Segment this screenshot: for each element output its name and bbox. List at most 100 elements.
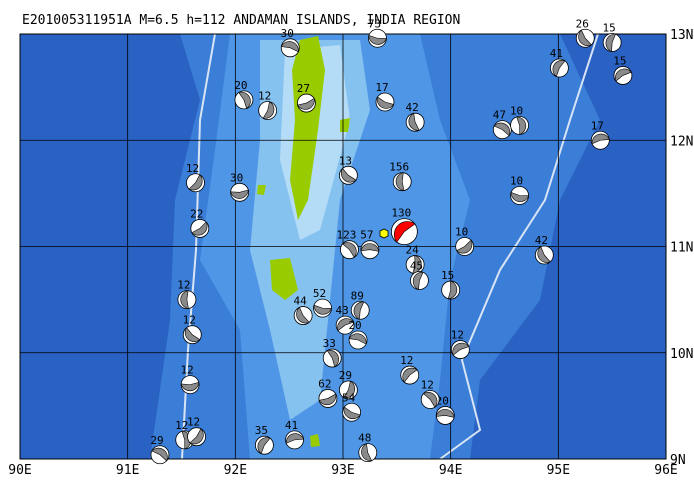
focal-mechanism <box>390 218 418 246</box>
focal-mechanism <box>285 430 304 450</box>
depth-label: 10 <box>455 226 468 239</box>
focal-mechanism <box>590 130 610 150</box>
depth-label: 15 <box>613 54 626 67</box>
focal-mechanism <box>182 325 202 345</box>
island <box>290 36 325 220</box>
focal-mechanism <box>318 389 338 408</box>
depth-label: 35 <box>255 424 268 437</box>
beachball-wedge <box>297 97 315 110</box>
events: 73 26 15 15 30 20 12 27 17 42 41 17 47 10 12 30 13 156 130… <box>150 17 633 465</box>
focal-mechanism <box>338 165 358 185</box>
depth-label: 123 <box>337 229 357 242</box>
beachball-wedge <box>313 304 332 315</box>
focal-mechanism <box>340 240 359 260</box>
focal-mechanism <box>392 172 412 192</box>
beachball-wedge <box>510 191 529 203</box>
beachball-wedge <box>395 172 405 191</box>
x-tick-label: 91E <box>116 463 139 478</box>
beachball-wedge <box>552 60 566 77</box>
depth-label: 73 <box>368 17 381 30</box>
focal-mechanism <box>441 280 461 300</box>
beachball-wedge <box>280 41 299 53</box>
focal-mechanism <box>313 298 332 318</box>
depth-label: 20 <box>348 319 361 332</box>
focal-mechanism <box>405 255 425 274</box>
focal-mechanism <box>492 120 512 140</box>
depth-label: 22 <box>190 207 203 220</box>
y-tick-label: 11N <box>670 241 693 256</box>
focal-mechanism <box>510 186 529 205</box>
depth-label: 130 <box>391 207 411 220</box>
depth-label: 41 <box>550 47 563 60</box>
beachball-wedge <box>151 447 168 462</box>
focal-mechanism <box>510 115 529 135</box>
depth-label: 47 <box>493 109 506 122</box>
depth-label: 10 <box>510 104 523 117</box>
x-tick-label: 96E <box>654 463 677 478</box>
beachball-wedge <box>408 112 420 131</box>
beachball-wedge <box>184 327 201 342</box>
beachball-wedge <box>340 167 357 183</box>
focal-mechanism <box>150 445 170 465</box>
focal-mechanism <box>350 300 370 320</box>
y-tick-label: 10N <box>670 347 693 362</box>
beachball-wedge <box>493 122 511 137</box>
depth-label: 12 <box>177 279 190 292</box>
beachball-wedge <box>342 242 357 258</box>
beachball-wedge <box>285 433 304 444</box>
depth-label: 33 <box>323 337 336 350</box>
depth-label: 12 <box>451 329 464 342</box>
beachball-wedge <box>348 333 367 345</box>
beachball-wedge <box>343 406 361 419</box>
depth-label: 17 <box>591 119 604 132</box>
focal-mechanism <box>602 33 622 52</box>
focal-mechanism <box>180 375 200 395</box>
beachball-wedge <box>296 306 310 324</box>
beachball-wedge <box>361 443 373 462</box>
focal-mechanism <box>360 240 380 260</box>
focal-mechanism <box>450 340 470 359</box>
depth-label: 30 <box>281 27 294 40</box>
depth-label: 62 <box>318 377 331 390</box>
depth-label: 12 <box>175 419 188 432</box>
focal-mechanism <box>410 271 429 290</box>
depth-label: 20 <box>234 79 247 92</box>
beachball-wedge <box>605 33 616 52</box>
beachball-wedge <box>393 221 416 243</box>
depth-label: 54 <box>342 391 356 404</box>
focal-mechanism <box>177 290 197 310</box>
island <box>310 434 320 447</box>
depth-label: 12 <box>183 314 196 327</box>
depth-label: 26 <box>576 17 589 30</box>
focal-mechanism <box>322 348 342 368</box>
beachball-wedge <box>422 392 438 408</box>
depth-label: 48 <box>358 432 371 445</box>
focal-mechanism <box>186 173 205 193</box>
beachball-wedge <box>591 133 610 145</box>
trench-line <box>439 34 599 459</box>
island <box>270 258 298 300</box>
focal-mechanism <box>575 28 595 48</box>
beachball-wedge <box>368 35 387 45</box>
beachball-wedge <box>578 29 592 46</box>
beachball-wedge <box>188 174 203 191</box>
depth-label: 12 <box>258 90 271 103</box>
depth-label: 57 <box>360 229 373 242</box>
beachball-wedge <box>262 101 275 119</box>
beachball-wedge <box>447 280 458 300</box>
beachball-wedge <box>189 428 204 445</box>
x-tick-label: 95E <box>547 463 570 478</box>
focal-mechanism <box>335 315 355 335</box>
focal-mechanism <box>534 245 554 265</box>
focal-mechanism <box>230 182 250 202</box>
beachball-wedge <box>180 290 189 309</box>
beachball-wedge <box>376 96 395 109</box>
x-tick-label: 92E <box>224 463 247 478</box>
beachball-wedge <box>318 393 337 406</box>
focal-mechanism <box>342 402 362 422</box>
beachball-wedge <box>257 437 271 455</box>
focal-mechanism <box>358 443 378 463</box>
beachball-wedge <box>537 246 551 263</box>
depth-label: 43 <box>336 304 349 317</box>
